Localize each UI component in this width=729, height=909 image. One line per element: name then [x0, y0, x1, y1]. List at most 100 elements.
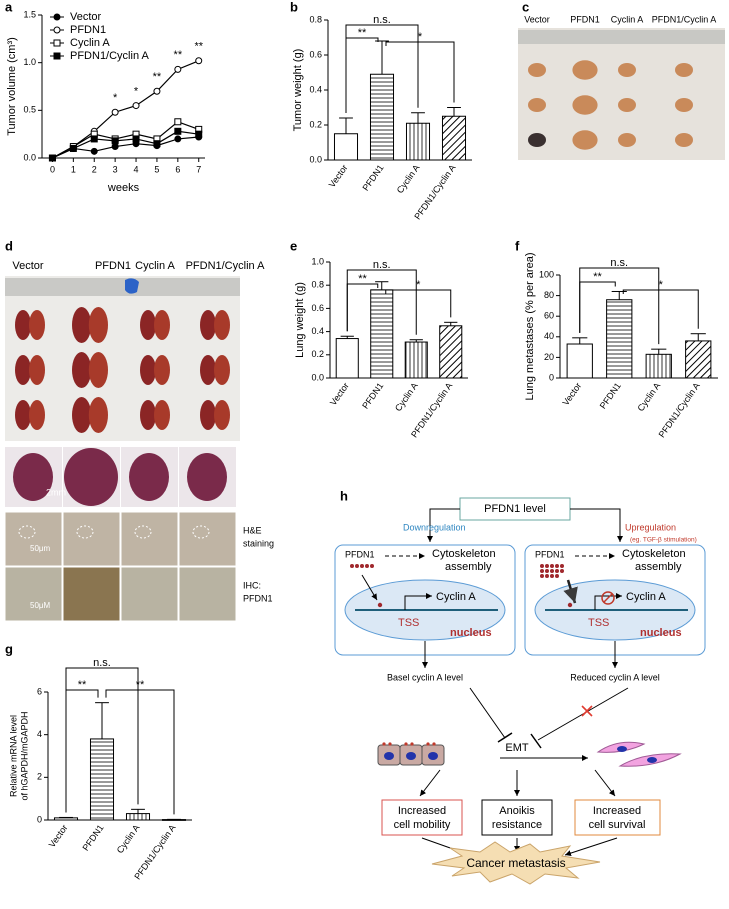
outcome-box — [481, 799, 553, 836]
ihc-tile — [62, 566, 121, 622]
photo-d: d Vector PFDN1 Cyclin A PFDN1/Cyclin A 2… — [4, 238, 274, 622]
protein-dot — [545, 569, 549, 573]
y-tick-label: 0.0 — [23, 152, 36, 162]
y-tick-label: 100 — [539, 269, 554, 279]
protein-dot — [355, 564, 359, 568]
process: assembly — [445, 561, 492, 573]
x-tick-label: Cyclin A — [395, 163, 422, 195]
lung-lobe — [72, 307, 92, 343]
legend-marker — [53, 52, 61, 60]
marker — [195, 130, 203, 138]
protein-dot — [555, 569, 559, 573]
legend-label: Vector — [70, 11, 102, 23]
y-tick-label: 40 — [544, 331, 554, 341]
site: TSS — [588, 617, 609, 629]
marker — [132, 102, 140, 110]
y-axis-label: Tumor weight (g) — [292, 49, 304, 132]
tumor — [618, 63, 636, 77]
tumor — [675, 133, 693, 147]
bar — [370, 289, 394, 379]
significance-bracket — [579, 281, 616, 333]
column-label: PFDN1 — [95, 260, 131, 272]
marker — [195, 57, 203, 65]
marker — [111, 108, 119, 116]
he-tile — [62, 511, 121, 567]
y-tick-label: 0.8 — [309, 14, 322, 24]
tumor — [572, 60, 598, 80]
protein-dot — [550, 574, 554, 578]
tumor — [528, 63, 546, 77]
final-text: Cancer metastasis — [466, 856, 565, 870]
y-tick-label: 0 — [549, 372, 554, 382]
y-tick-label: 1.5 — [23, 9, 36, 19]
metastasis-burst — [431, 841, 601, 885]
protein-dot — [560, 569, 564, 573]
x-tick-label: Cyclin A — [115, 823, 142, 855]
block-mark — [581, 705, 593, 717]
y-axis-label: of hGAPDH/mGAPDH — [19, 711, 29, 800]
y-tick-label: 60 — [544, 311, 554, 321]
significance-label: ** — [78, 679, 87, 691]
ihc-tile — [178, 566, 237, 622]
bar — [439, 325, 463, 379]
y-tick-label: 6 — [37, 686, 42, 696]
x-tick-label: PFDN1/Cyclin A — [657, 381, 702, 440]
bar — [125, 813, 151, 821]
protein-dot — [540, 574, 544, 578]
lung-lobe — [88, 352, 108, 388]
y-tick-label: 0.4 — [311, 326, 324, 336]
bar — [606, 299, 633, 379]
he-tile — [120, 511, 179, 567]
column-label: PFDN1/Cyclin A — [186, 260, 266, 272]
metastasis-area — [18, 525, 36, 539]
annotation: ** — [153, 71, 162, 83]
x-tick-label: PFDN1 — [360, 163, 385, 193]
legend-label: Cyclin A — [70, 37, 110, 49]
protein-dot — [540, 564, 544, 568]
y-tick-label: 0.0 — [309, 154, 322, 164]
panel-label: g — [5, 641, 13, 656]
significance-label: * — [416, 279, 421, 291]
y-tick-label: 0.8 — [311, 280, 324, 290]
protein-dot — [555, 574, 559, 578]
bar — [405, 122, 431, 161]
metastasis-area — [76, 525, 94, 539]
marker — [69, 144, 77, 152]
legend-label: PFDN1/Cyclin A — [70, 50, 150, 62]
x-tick-label: PFDN1 — [80, 823, 105, 853]
marker — [90, 147, 98, 155]
diagram-h: h PFDN1 level Downregulation Upregulatio… — [334, 488, 706, 885]
protein-dot — [350, 564, 354, 568]
legend-marker — [53, 26, 61, 34]
lung-lobe — [15, 310, 31, 340]
ruler — [518, 30, 725, 44]
he-tile — [178, 511, 237, 567]
protein-dot — [550, 564, 554, 568]
lung-lobe — [214, 400, 230, 430]
x-tick-label: 5 — [154, 164, 159, 174]
y-axis-label: Lung metastases (% per area) — [524, 253, 536, 401]
y-axis-label: Tumor volume (cm³) — [6, 37, 18, 136]
lung-lobe — [15, 400, 31, 430]
gene: Cyclin A — [436, 591, 476, 603]
bar — [333, 133, 359, 161]
column-label: Vector — [12, 260, 44, 272]
column-label: Cyclin A — [611, 14, 644, 24]
outcome-text: cell survival — [589, 819, 646, 831]
protein-dot — [555, 564, 559, 568]
x-tick-label: Cyclin A — [635, 381, 662, 413]
lung-lobe — [200, 400, 216, 430]
y-tick-label: 0.6 — [309, 49, 322, 59]
tumor — [572, 95, 598, 115]
annotation: ** — [174, 49, 183, 61]
outcome-text: resistance — [492, 819, 542, 831]
marker — [174, 118, 182, 126]
bar — [566, 343, 593, 379]
scale-bar-label: 50μm — [30, 544, 51, 553]
lung-lobe — [72, 352, 92, 388]
legend-marker — [53, 39, 61, 47]
bar — [404, 341, 428, 379]
y-axis-label: Lung weight (g) — [294, 282, 306, 358]
significance-label: n.s. — [373, 259, 391, 271]
x-tick-label: PFDN1 — [360, 381, 385, 411]
